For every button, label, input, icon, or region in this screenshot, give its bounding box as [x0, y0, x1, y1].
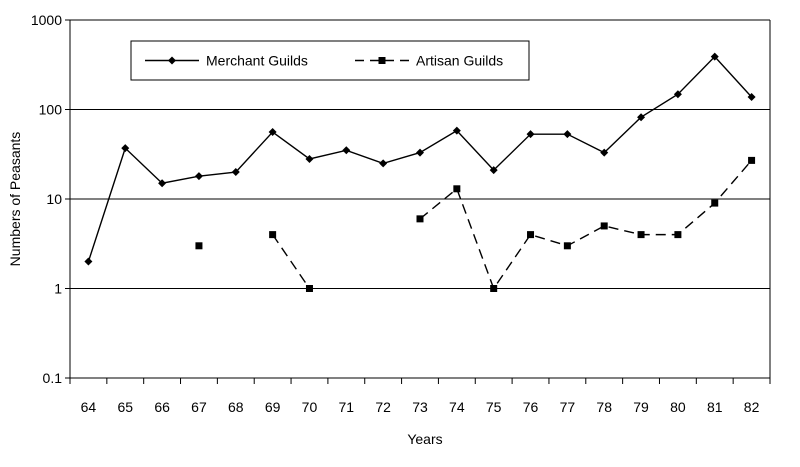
data-point: [268, 128, 277, 137]
x-tick-label: 75: [486, 399, 502, 415]
data-point: [563, 130, 572, 139]
x-tick-label: 72: [375, 399, 391, 415]
data-point: [747, 92, 756, 101]
data-point: [452, 126, 461, 135]
x-tick-label: 78: [596, 399, 612, 415]
data-point: [673, 90, 682, 99]
x-tick-label: 80: [670, 399, 686, 415]
axis-layer: 1000 100 10 1 0.1 64 65 66 67 68 69 70 71 72 73 74 75 76 7…: [31, 12, 771, 415]
y-tick-label: 0.1: [43, 370, 63, 386]
x-tick-label: 68: [228, 399, 244, 415]
legend-marker-merchant: [168, 56, 176, 65]
y-axis-title: Numbers of Peasants: [7, 132, 23, 267]
data-point: [416, 215, 424, 223]
legend: Merchant Guilds Artisan Guilds: [130, 40, 530, 81]
x-axis-title: Years: [407, 431, 442, 447]
data-point: [269, 231, 277, 239]
x-tick-label: 70: [302, 399, 318, 415]
data-point: [453, 185, 461, 193]
x-tick-label: 73: [412, 399, 428, 415]
data-point: [600, 222, 608, 230]
x-tick-label: 69: [265, 399, 281, 415]
data-point: [526, 130, 535, 139]
data-point: [527, 231, 535, 239]
series-line: [419, 159, 753, 291]
data-point: [158, 179, 167, 188]
legend-marker-artisan: [378, 57, 386, 64]
y-tick-label: 1000: [31, 12, 62, 28]
legend-label-artisan: Artisan Guilds: [416, 53, 503, 69]
x-tick-label: 66: [154, 399, 170, 415]
series-artisan-guilds: [195, 156, 756, 292]
data-point: [121, 144, 130, 153]
legend-label-merchant: Merchant Guilds: [206, 53, 308, 69]
series-merchant-guilds: [84, 52, 756, 266]
data-point: [748, 156, 756, 164]
y-tick-label: 10: [46, 191, 62, 207]
x-tick-label: 82: [744, 399, 760, 415]
y-tick-label: 1: [54, 281, 62, 297]
data-point: [489, 166, 498, 175]
data-point: [305, 285, 313, 292]
data-point: [637, 113, 646, 122]
data-point: [600, 148, 609, 157]
data-point: [84, 257, 93, 266]
data-point: [710, 52, 719, 61]
data-point: [674, 231, 682, 239]
data-point: [195, 242, 203, 250]
data-point: [305, 154, 314, 163]
y-tick-label: 100: [39, 102, 63, 118]
x-tick-label: 67: [191, 399, 207, 415]
data-point: [342, 146, 351, 155]
x-tick-label: 79: [633, 399, 649, 415]
data-point: [637, 231, 645, 239]
x-tick-label: 77: [560, 399, 576, 415]
x-tick-label: 65: [117, 399, 133, 415]
data-point: [194, 172, 203, 181]
series-line: [87, 55, 753, 262]
data-point: [711, 199, 719, 207]
x-tick-label: 76: [523, 399, 539, 415]
x-tick-label: 64: [81, 399, 97, 415]
data-point: [379, 159, 388, 168]
x-tick-label: 71: [339, 399, 355, 415]
x-tick-label: 81: [707, 399, 723, 415]
data-point: [563, 242, 571, 250]
data-point: [231, 168, 240, 177]
series-layer: [84, 52, 756, 292]
x-tick-label: 74: [449, 399, 465, 415]
data-point: [416, 148, 424, 157]
data-point: [490, 285, 498, 292]
series-line: [272, 234, 311, 289]
